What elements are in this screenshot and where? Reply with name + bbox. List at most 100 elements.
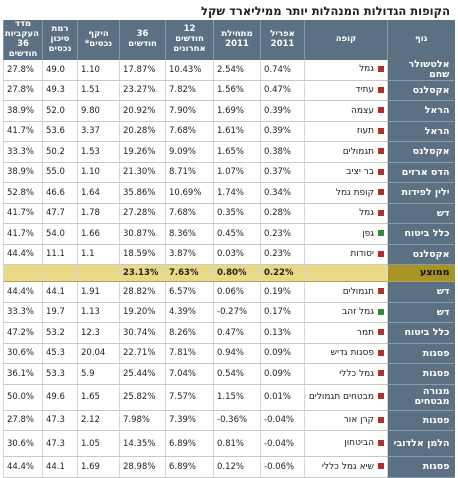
- ytd-cell: 0.47%: [213, 322, 261, 344]
- table-row: פסגות גמל כללי 0.09% 0.54% 7.04% 25.44% 5.9 53.…: [3, 363, 455, 385]
- fund-name: תגמולים: [342, 286, 374, 297]
- red-square-marker: [378, 463, 384, 470]
- risk-cell: 46.6: [42, 182, 78, 204]
- body-cell: דש: [387, 281, 455, 303]
- m12-cell: 3.87%: [165, 244, 214, 266]
- sharpe-cell: 30.6%: [3, 430, 43, 458]
- sharpe-cell: 41.7%: [3, 203, 43, 225]
- table-row: כלל ביטוח גפן 0.23% 0.45% 8.36% 30.87% 1.66 54.…: [3, 223, 455, 245]
- assets-cell: 2.12: [77, 410, 120, 432]
- sharpe-cell: 27.8%: [3, 80, 43, 102]
- fund-cell: תגמולים: [304, 141, 388, 163]
- body-cell: הראל: [387, 100, 455, 122]
- april-cell: 0.34%: [260, 182, 305, 204]
- fund-name: גמל: [359, 64, 374, 75]
- red-square-marker: [378, 416, 384, 423]
- table-row: אקסלנס תגמולים 0.38% 1.65% 9.09% 19.26% 1.53 50…: [3, 141, 455, 163]
- ytd-cell: 1.65%: [213, 141, 261, 163]
- table-row: דש גמל זהב 0.17% -0.27% 4.39% 19.20% 1.13 19.7 3…: [3, 302, 455, 324]
- sharpe-cell: 27.8%: [3, 60, 43, 81]
- body-cell: פסגות: [387, 410, 455, 432]
- fund-cell: עתיד: [304, 80, 388, 102]
- sharpe-cell: 33.3%: [3, 302, 43, 324]
- m12-cell: 10.43%: [165, 60, 214, 81]
- red-square-marker: [378, 189, 384, 196]
- fund-cell: הביטחון: [304, 430, 388, 458]
- ytd-cell: 2.54%: [213, 60, 261, 81]
- ytd-cell: 1.56%: [213, 80, 261, 102]
- assets-cell: 1.05: [77, 430, 120, 458]
- table-row: מנורה מבטחים מבטחים תגמולים ופיצויים0.01%…: [3, 384, 455, 411]
- fund-cell: גפן: [304, 223, 388, 245]
- april-cell: -0.04%: [260, 430, 305, 458]
- risk-cell: 45.3: [42, 343, 78, 365]
- ytd-cell: 1.69%: [213, 100, 261, 122]
- april-cell: 0.28%: [260, 203, 305, 225]
- assets-cell: 3.37: [77, 121, 120, 143]
- fund-cell: גמל: [304, 60, 388, 81]
- fund-cell: תגמולים: [304, 281, 388, 303]
- body-cell: הלמן אלדובי: [387, 430, 455, 458]
- risk-cell: 53.3: [42, 363, 78, 385]
- fund-cell: תמר: [304, 322, 388, 344]
- assets-cell: 1.10: [77, 162, 120, 184]
- sharpe-cell: 41.7%: [3, 223, 43, 245]
- header-36m: 36 חודשים: [119, 20, 166, 60]
- april-cell: 0.38%: [260, 141, 305, 163]
- average-m36: 23.13%: [119, 264, 166, 283]
- fund-name: בר יציב: [346, 167, 374, 178]
- fund-cell: קופת גמל: [304, 182, 388, 204]
- table-row: הראל עצמה 0.39% 1.69% 7.90% 20.92% 9.80 52.0 38.…: [3, 100, 455, 122]
- m12-cell: 6.89%: [165, 430, 214, 458]
- sharpe-cell: 41.7%: [3, 121, 43, 143]
- sharpe-cell: 50.0%: [3, 384, 43, 411]
- m36-cell: 19.20%: [119, 302, 166, 324]
- sharpe-cell: 36.1%: [3, 363, 43, 385]
- risk-cell: 49.6: [42, 384, 78, 411]
- m36-cell: 20.28%: [119, 121, 166, 143]
- body-cell: כלל ביטוח: [387, 322, 455, 344]
- average-blank: [42, 264, 78, 283]
- fund-name: תגמולים: [342, 146, 374, 157]
- body-cell: הדס ארזים: [387, 162, 455, 184]
- april-cell: 0.13%: [260, 322, 305, 344]
- april-cell: 0.74%: [260, 60, 305, 81]
- red-square-marker: [378, 329, 384, 336]
- m12-cell: 7.57%: [165, 384, 214, 411]
- table-row: כלל ביטוח תמר 0.13% 0.47% 8.26% 30.74% 12.3 53.…: [3, 322, 455, 344]
- m12-cell: 6.89%: [165, 456, 214, 478]
- ytd-cell: 0.54%: [213, 363, 261, 385]
- body-cell: דש: [387, 203, 455, 225]
- average-ytd: 0.80%: [213, 264, 261, 283]
- risk-cell: 47.3: [42, 430, 78, 458]
- fund-name: שיא גמל כללי: [321, 461, 374, 472]
- assets-cell: 1.64: [77, 182, 120, 204]
- green-square-marker: [378, 230, 384, 237]
- table-row: פסגות קרן אור -0.04% -0.36% 7.39% 7.98% 2.12 47…: [3, 410, 455, 432]
- sharpe-cell: 44.4%: [3, 456, 43, 478]
- table-row: אקסלנס יסודות 0.23% 0.03% 3.87% 18.59% 1.1 11.1…: [3, 244, 455, 266]
- risk-cell: 44.1: [42, 281, 78, 303]
- fund-cell: יסודות: [304, 244, 388, 266]
- red-square-marker: [378, 370, 384, 377]
- sharpe-cell: 30.6%: [3, 343, 43, 365]
- ytd-cell: 0.06%: [213, 281, 261, 303]
- april-cell: 0.39%: [260, 121, 305, 143]
- ytd-cell: 0.03%: [213, 244, 261, 266]
- m12-cell: 10.69%: [165, 182, 214, 204]
- header-fund: קופה: [304, 20, 388, 60]
- header-row: גוף קופה אפריל 2011 מתחילת 2011 12 חודשי…: [3, 20, 455, 60]
- red-square-marker: [378, 349, 384, 356]
- average-april: 0.22%: [260, 264, 305, 283]
- m12-cell: 7.82%: [165, 80, 214, 102]
- m36-cell: 18.59%: [119, 244, 166, 266]
- fund-name: עתיד: [355, 85, 374, 96]
- fund-name: תמר: [356, 327, 374, 338]
- m12-cell: 6.57%: [165, 281, 214, 303]
- fund-cell: תעוז: [304, 121, 388, 143]
- fund-name: גמל כללי: [339, 368, 374, 379]
- assets-cell: 1.78: [77, 203, 120, 225]
- sharpe-cell: 44.4%: [3, 281, 43, 303]
- april-cell: -0.04%: [260, 410, 305, 432]
- risk-cell: 53.2: [42, 322, 78, 344]
